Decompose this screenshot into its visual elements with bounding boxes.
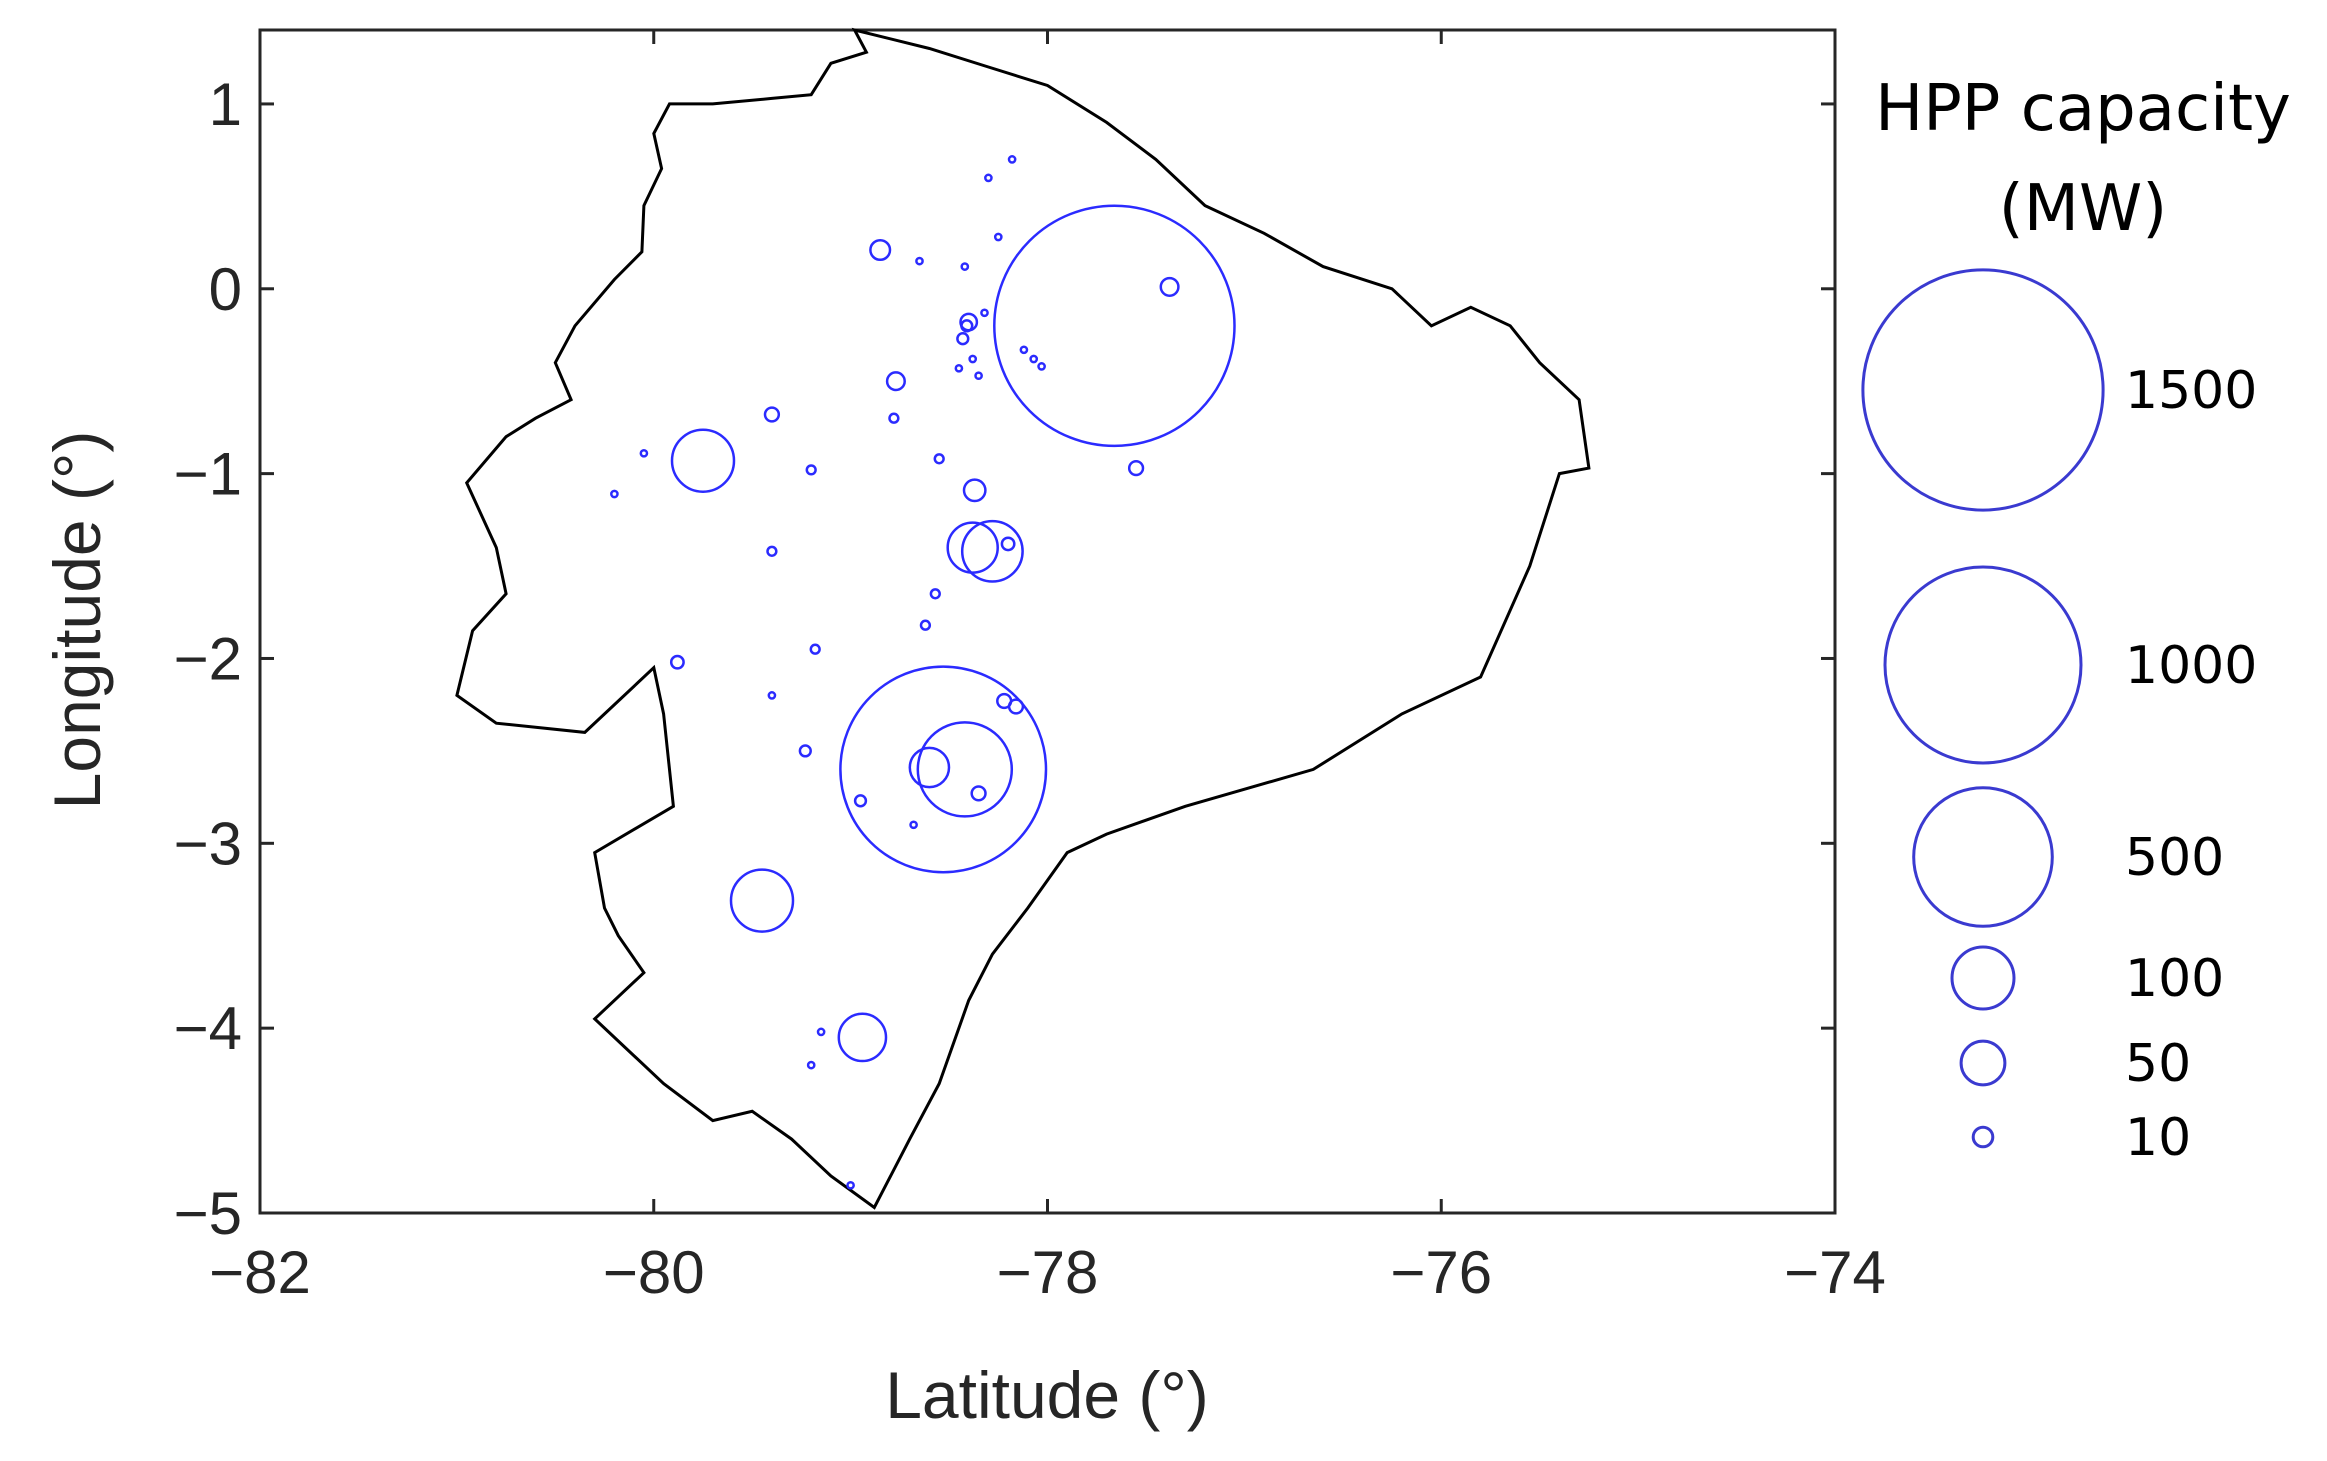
- x-tick-label: −80: [603, 1239, 705, 1306]
- legend-title-line2: (MW): [1999, 172, 2167, 246]
- y-tick-label: −2: [174, 625, 242, 692]
- y-tick-label: −3: [174, 810, 242, 877]
- y-tick-label: −4: [174, 995, 242, 1062]
- y-tick-label: 1: [209, 71, 242, 138]
- x-tick-label: −78: [997, 1239, 1099, 1306]
- plant-marker: [670, 428, 736, 493]
- plant-marker: [954, 363, 964, 373]
- plant-marker: [1029, 354, 1039, 364]
- plant-marker: [846, 1180, 855, 1190]
- plant-marker: [929, 588, 941, 600]
- plant-markers: [610, 155, 1236, 1190]
- plant-marker: [908, 746, 951, 789]
- legend-label: 1500: [2125, 361, 2257, 421]
- legend-marker: [1883, 565, 2083, 765]
- plant-marker: [729, 868, 795, 933]
- y-axis-ticks: 1 0 −1 −2 −3 −4 −5: [174, 71, 1835, 1247]
- plant-marker: [909, 820, 918, 830]
- plant-marker: [816, 1027, 826, 1037]
- plant-marker: [970, 785, 987, 802]
- plant-marker: [960, 319, 974, 333]
- plant-marker: [798, 744, 812, 758]
- y-tick-label: −1: [174, 441, 242, 508]
- plant-marker: [767, 691, 777, 700]
- legend-marker: [1950, 945, 2016, 1011]
- x-tick-label: −76: [1390, 1239, 1492, 1306]
- plant-marker: [916, 721, 1014, 818]
- plant-marker: [1019, 345, 1029, 355]
- plant-marker: [669, 654, 685, 670]
- legend-label: 50: [2125, 1034, 2191, 1094]
- plant-marker: [1037, 362, 1046, 371]
- legend-title-line1: HPP capacity: [1875, 72, 2291, 146]
- plant-marker: [885, 371, 906, 392]
- country-outline: [455, 27, 1591, 1210]
- plant-marker: [1159, 276, 1180, 297]
- plant-marker: [1127, 459, 1145, 477]
- legend-label: 10: [2125, 1108, 2191, 1168]
- plant-marker: [1007, 698, 1025, 715]
- plant-marker: [869, 238, 892, 262]
- legend-label: 100: [2125, 949, 2224, 1009]
- plant-marker: [763, 406, 781, 423]
- plant-marker: [984, 173, 993, 183]
- plant-marker: [766, 545, 778, 557]
- legend-marker: [1912, 786, 2054, 928]
- plant-marker: [888, 412, 900, 424]
- legend-marker: [1861, 268, 2105, 512]
- y-axis-label: Longitude (°): [40, 431, 114, 810]
- plant-marker: [1007, 155, 1017, 164]
- legend-entries: 1500 1000 500 100 50 10: [1861, 268, 2257, 1168]
- plant-marker: [806, 1060, 816, 1070]
- legend-marker: [1959, 1039, 2007, 1087]
- legend-label: 1000: [2125, 636, 2257, 696]
- plant-marker: [919, 619, 932, 631]
- plant-marker: [839, 665, 1048, 874]
- plant-marker: [915, 256, 924, 266]
- x-axis-label: Latitude (°): [885, 1358, 1209, 1432]
- plant-marker: [837, 1012, 888, 1063]
- x-tick-label: −82: [209, 1239, 311, 1306]
- plant-marker: [993, 232, 1003, 242]
- legend: HPP capacity (MW) 1500 1000 500 100 50 10: [1861, 72, 2291, 1168]
- plant-marker: [933, 453, 945, 465]
- plant-marker: [956, 332, 970, 346]
- plot-frame: [258, 28, 1837, 1215]
- legend-label: 500: [2125, 828, 2224, 888]
- plant-marker: [980, 308, 989, 318]
- plant-marker: [968, 354, 978, 364]
- plant-marker: [960, 262, 970, 271]
- x-axis-ticks: −82 −80 −78 −76 −74: [209, 30, 1886, 1306]
- plant-marker: [946, 521, 999, 574]
- plant-marker: [960, 519, 1024, 583]
- plant-marker: [853, 794, 868, 808]
- plant-marker: [1000, 536, 1016, 552]
- plant-marker: [962, 478, 987, 503]
- legend-marker: [1971, 1125, 1995, 1149]
- plant-marker: [805, 464, 817, 476]
- plant-marker: [974, 371, 983, 381]
- plant-marker: [639, 448, 649, 458]
- x-tick-label: −74: [1784, 1239, 1886, 1306]
- y-tick-label: −5: [174, 1180, 242, 1247]
- plant-marker: [610, 489, 619, 499]
- plant-marker: [809, 643, 821, 655]
- y-tick-label: 0: [209, 256, 242, 323]
- plot-area: −82 −80 −78 −76 −74 1 0 −1 −2 −3 −4 −5: [174, 27, 1886, 1306]
- plant-marker: [993, 204, 1236, 448]
